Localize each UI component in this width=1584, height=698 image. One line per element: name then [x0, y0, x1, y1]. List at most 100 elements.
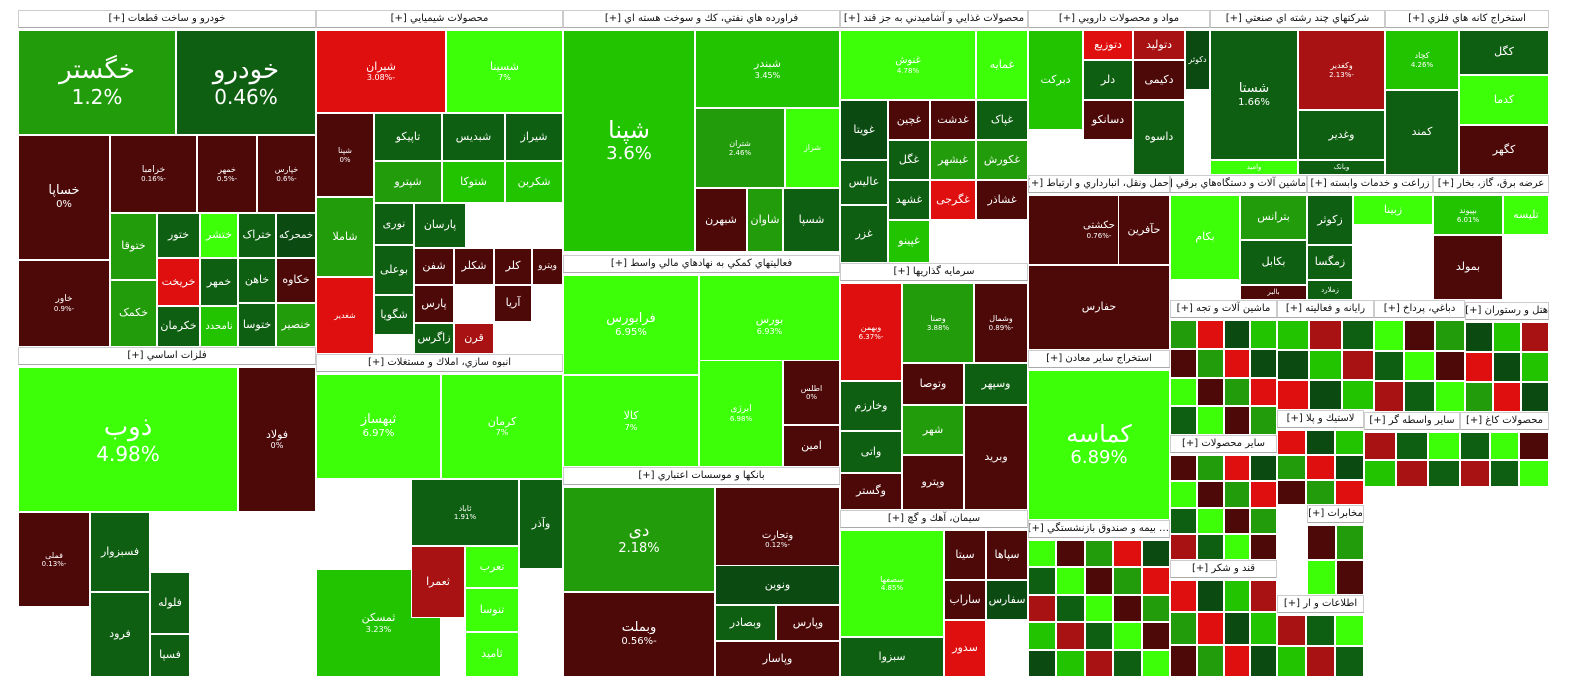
stock-tile[interactable]: دلر [1083, 60, 1133, 100]
stock-tile[interactable]: ختراک [238, 213, 276, 258]
stock-tile[interactable]: خکرمان [157, 306, 200, 347]
stock-tile[interactable]: امین [783, 425, 840, 467]
stock-tile[interactable] [1277, 380, 1310, 410]
stock-tile[interactable]: شیراز [505, 113, 563, 161]
stock-tile[interactable]: وبصادر [715, 605, 776, 641]
stock-tile[interactable] [1028, 594, 1057, 623]
stock-tile[interactable] [1434, 320, 1465, 351]
stock-tile[interactable]: شبهرن [695, 188, 747, 252]
stock-tile[interactable] [1113, 540, 1142, 568]
stock-tile[interactable]: وبهمن -6.37% [840, 283, 902, 381]
stock-tile[interactable]: وغدیر [1298, 110, 1385, 160]
stock-tile[interactable]: خکاوه [276, 258, 316, 303]
stock-tile[interactable] [1196, 580, 1224, 613]
stock-tile[interactable]: کدما [1459, 75, 1549, 125]
stock-tile[interactable]: تعرب [465, 546, 519, 588]
stock-tile[interactable]: غنوش 4.78% [840, 30, 976, 100]
stock-tile[interactable] [1196, 507, 1224, 534]
stock-tile[interactable] [1223, 533, 1251, 560]
stock-tile[interactable]: دبرکت [1028, 30, 1083, 130]
stock-tile[interactable]: دکیمی [1133, 60, 1185, 100]
sector-title[interactable]: شركتهاي چند رشته اي صنعتي [+] [1210, 10, 1385, 28]
sector-title[interactable]: انبوه سازي، املاك و مستغلات [+] [316, 354, 563, 372]
stock-tile[interactable]: فولاد 0% [238, 367, 316, 512]
sector-title[interactable]: عرضه برق، گاز، بخار [+] [1433, 175, 1549, 193]
stock-tile[interactable] [1309, 350, 1342, 380]
stock-tile[interactable]: نوری [374, 203, 414, 245]
stock-tile[interactable] [1113, 594, 1142, 623]
stock-tile[interactable] [1223, 644, 1251, 677]
stock-tile[interactable] [1335, 480, 1364, 505]
stock-tile[interactable] [1277, 615, 1306, 646]
stock-tile[interactable]: کگهر [1459, 125, 1549, 175]
stock-tile[interactable]: شستا 1.66% [1210, 30, 1298, 160]
stock-tile[interactable] [1223, 377, 1251, 407]
stock-tile[interactable]: شبندر 3.45% [695, 30, 840, 108]
stock-tile[interactable] [1250, 406, 1277, 435]
stock-tile[interactable]: بکام [1170, 195, 1240, 280]
stock-tile[interactable]: وتوصا [902, 363, 964, 405]
sector-title[interactable]: محصولات غذايي و آشاميدني به جز قند [+] [840, 10, 1028, 28]
sector-title[interactable]: … بيمه و صندوق بازنشستگي [+] [1028, 520, 1170, 538]
stock-tile[interactable] [1335, 646, 1364, 677]
stock-tile[interactable]: ثاباد 1.91% [411, 479, 519, 546]
stock-tile[interactable]: وگستر [840, 473, 902, 510]
stock-tile[interactable]: شکربن [505, 161, 563, 203]
stock-tile[interactable] [1277, 350, 1310, 380]
stock-tile[interactable]: خساپا 0% [18, 135, 110, 260]
stock-tile[interactable]: وپترو [902, 455, 964, 510]
stock-tile[interactable] [1335, 455, 1364, 480]
stock-tile[interactable] [1196, 481, 1224, 508]
stock-tile[interactable] [1341, 380, 1374, 410]
stock-tile[interactable] [1084, 567, 1114, 595]
stock-tile[interactable] [1306, 455, 1335, 480]
stock-tile[interactable] [1170, 612, 1197, 645]
stock-tile[interactable]: خرامبا -0.16% [110, 135, 197, 213]
stock-tile[interactable] [1404, 320, 1435, 351]
stock-tile[interactable] [1341, 320, 1374, 350]
stock-tile[interactable] [1196, 320, 1224, 349]
stock-tile[interactable]: شغدیر [316, 277, 374, 354]
stock-tile[interactable] [1521, 322, 1549, 352]
stock-tile[interactable] [1056, 649, 1085, 677]
stock-tile[interactable] [1141, 622, 1170, 650]
stock-tile[interactable]: غشاذر [976, 180, 1028, 220]
stock-tile[interactable] [1250, 533, 1277, 560]
stock-tile[interactable]: حآفرین [1118, 195, 1170, 265]
stock-tile[interactable]: وسپهر [964, 363, 1028, 405]
stock-tile[interactable]: اطلس 0% [783, 360, 840, 425]
stock-tile[interactable]: خکمک [110, 280, 157, 347]
stock-tile[interactable]: وپارس [776, 605, 840, 641]
stock-tile[interactable]: کماسه 6.89% [1028, 370, 1170, 520]
stock-tile[interactable]: وپاسار [715, 641, 840, 677]
stock-tile[interactable]: شراز [785, 108, 840, 188]
stock-tile[interactable]: وآذر [519, 479, 563, 569]
sector-title[interactable]: حمل ونقل، انبارداري و ارتباط [+] [1028, 175, 1170, 193]
stock-tile[interactable] [1465, 352, 1493, 382]
stock-tile[interactable] [1250, 348, 1277, 378]
stock-tile[interactable] [1141, 649, 1170, 677]
stock-tile[interactable] [1196, 377, 1224, 407]
stock-tile[interactable]: شبدیس [442, 113, 505, 161]
stock-tile[interactable] [1396, 432, 1428, 460]
stock-tile[interactable] [1170, 406, 1197, 435]
stock-tile[interactable]: ابرژی 6.98% [699, 360, 783, 467]
stock-tile[interactable]: خاور -0.9% [18, 260, 110, 347]
stock-tile[interactable] [1056, 540, 1085, 568]
stock-tile[interactable]: دتولید [1133, 30, 1185, 60]
stock-tile[interactable] [1113, 649, 1142, 677]
stock-tile[interactable] [1028, 567, 1057, 595]
sector-title[interactable]: خودرو و ساخت قطعات [+] [18, 10, 316, 28]
stock-tile[interactable]: ساراب [944, 580, 986, 620]
sector-title[interactable]: بانكها و موسسات اعتباري [+] [563, 467, 840, 485]
sector-title[interactable]: سرمايه گذاريها [+] [840, 263, 1028, 281]
stock-tile[interactable] [1404, 350, 1435, 382]
stock-tile[interactable] [1196, 644, 1224, 677]
stock-tile[interactable] [1277, 320, 1310, 350]
stock-tile[interactable] [1196, 533, 1224, 560]
stock-tile[interactable]: فسبزوار [90, 512, 150, 592]
stock-tile[interactable]: کلر [494, 248, 532, 285]
stock-tile[interactable] [1223, 580, 1251, 613]
stock-tile[interactable] [1056, 622, 1085, 650]
stock-tile[interactable] [1250, 455, 1277, 482]
